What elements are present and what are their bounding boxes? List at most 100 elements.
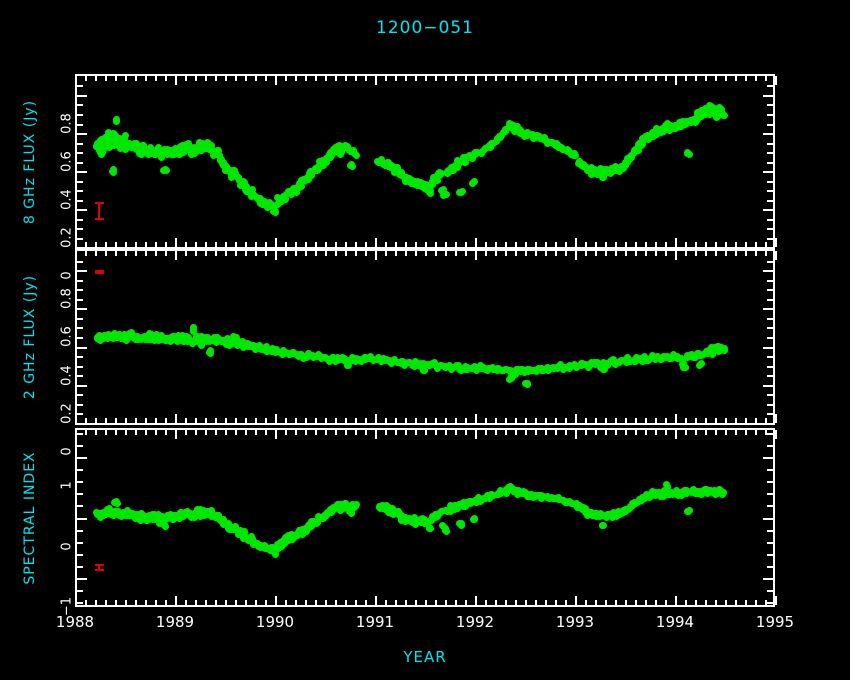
xtick-bottom	[95, 418, 97, 423]
xtick-bottom	[265, 600, 267, 605]
xtick-top	[365, 430, 367, 435]
ytick-right	[767, 542, 773, 544]
xtick-top	[385, 76, 387, 81]
xtick-bottom	[605, 600, 607, 605]
xtick-bottom	[465, 418, 467, 423]
xtick-top	[245, 76, 247, 81]
xtick-top	[135, 76, 137, 81]
data-point	[272, 209, 279, 216]
xtick-top	[425, 76, 427, 81]
xtick-top	[655, 251, 657, 256]
xtick-top	[645, 430, 647, 435]
xtick-top	[435, 251, 437, 256]
xtick-bottom	[155, 600, 157, 605]
xtick-bottom	[335, 600, 337, 605]
xtick-bottom	[755, 600, 757, 605]
xtick-top	[685, 76, 687, 81]
ytick-left	[77, 318, 83, 320]
ytick-left	[77, 469, 83, 471]
xtick-top	[395, 251, 397, 256]
ytick-left	[77, 542, 83, 544]
xtick-top	[135, 430, 137, 435]
ytick-label: −1	[60, 576, 75, 636]
xtick-top	[575, 76, 577, 85]
xtick-top	[355, 430, 357, 435]
xtick-top	[675, 76, 677, 85]
xtick-top	[505, 430, 507, 435]
xtick-bottom	[255, 242, 257, 247]
xtick-label-1988: 1988	[45, 613, 105, 631]
ytick-left	[77, 162, 83, 164]
xtick-bottom	[525, 600, 527, 605]
xtick-top	[85, 430, 87, 435]
xtick-label-1990: 1990	[245, 613, 305, 631]
ytick-right	[767, 505, 773, 507]
xtick-top	[455, 430, 457, 435]
ytick-right	[767, 114, 773, 116]
xtick-bottom	[705, 600, 707, 605]
ytick-label: 0	[60, 516, 75, 576]
xtick-top	[715, 251, 717, 256]
xtick-top	[755, 76, 757, 81]
xtick-bottom	[635, 418, 637, 423]
xtick-bottom	[255, 418, 257, 423]
xtick-top	[565, 251, 567, 256]
ytick-right	[763, 270, 773, 272]
ytick-right	[767, 181, 773, 183]
ytick-right	[767, 413, 773, 415]
xtick-bottom	[135, 600, 137, 605]
xtick-top	[745, 76, 747, 81]
xtick-bottom	[205, 600, 207, 605]
xtick-bottom	[725, 242, 727, 247]
xtick-top	[495, 76, 497, 81]
xtick-top	[275, 251, 277, 260]
xtick-top	[235, 430, 237, 435]
ytick-left	[77, 347, 87, 349]
ytick-right	[767, 337, 773, 339]
xtick-bottom	[735, 418, 737, 423]
xtick-top	[745, 430, 747, 435]
ytick-left	[77, 289, 83, 291]
data-point	[721, 112, 728, 119]
xtick-bottom	[135, 418, 137, 423]
xtick-top	[185, 251, 187, 256]
ytick-left	[77, 124, 83, 126]
xtick-bottom	[525, 418, 527, 423]
xtick-top	[455, 251, 457, 256]
xtick-bottom	[555, 600, 557, 605]
xtick-bottom	[375, 414, 377, 423]
xtick-bottom	[145, 600, 147, 605]
ytick-left	[77, 375, 83, 377]
xtick-bottom	[595, 600, 597, 605]
page-title: 1200−051	[0, 18, 850, 38]
xtick-top	[465, 430, 467, 435]
xtick-top	[415, 76, 417, 81]
xtick-top	[405, 430, 407, 435]
xtick-bottom	[575, 238, 577, 247]
xtick-bottom	[765, 418, 767, 423]
ytick-right	[767, 280, 773, 282]
ytick-left	[77, 238, 83, 240]
error-bar	[99, 270, 100, 275]
xtick-bottom	[325, 242, 327, 247]
xtick-top	[535, 76, 537, 81]
panel-flux8	[75, 74, 775, 249]
xtick-bottom	[85, 600, 87, 605]
xtick-top	[415, 430, 417, 435]
xtick-bottom	[755, 242, 757, 247]
panel-spectral-index	[75, 428, 775, 607]
xtick-bottom	[545, 242, 547, 247]
xtick-bottom	[405, 600, 407, 605]
xtick-top	[635, 76, 637, 81]
xtick-bottom	[355, 242, 357, 247]
data-point	[599, 522, 606, 529]
xtick-top	[775, 76, 777, 85]
data-point	[207, 350, 214, 357]
xtick-bottom	[315, 418, 317, 423]
ytick-right	[767, 190, 773, 192]
xtick-bottom	[595, 242, 597, 247]
xtick-top	[755, 430, 757, 435]
xtick-top	[205, 430, 207, 435]
ytick-right	[767, 469, 773, 471]
data-point	[160, 167, 167, 174]
